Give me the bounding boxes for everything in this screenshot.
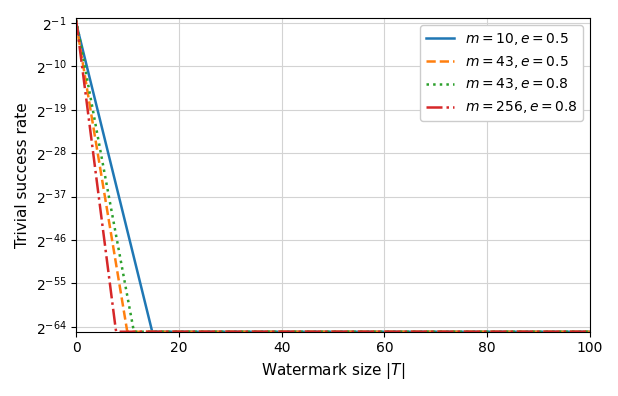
$m = 43, e = 0.5$ xyxy=(483,329,490,334)
Y-axis label: Trivial success rate: Trivial success rate xyxy=(15,102,30,248)
Line: $m = 256, e = 0.8$: $m = 256, e = 0.8$ xyxy=(76,20,590,332)
$m = 10, e = 0.5$ xyxy=(148,329,156,334)
$m = 256, e = 0.8$ xyxy=(299,329,307,334)
$m = 43, e = 0.5$ xyxy=(473,329,481,334)
$m = 43, e = 0.8$ xyxy=(473,329,481,334)
$m = 43, e = 0.8$ xyxy=(130,329,138,334)
$m = 43, e = 0.8$ xyxy=(125,301,132,305)
Line: $m = 43, e = 0.8$: $m = 43, e = 0.8$ xyxy=(76,20,590,332)
$m = 43, e = 0.8$ xyxy=(281,329,288,334)
$m = 10, e = 0.5$ xyxy=(72,21,80,25)
Legend: $m = 10, e = 0.5$, $m = 43, e = 0.5$, $m = 43, e = 0.8$, $m = 256, e = 0.8$: $m = 10, e = 0.5$, $m = 43, e = 0.5$, $m… xyxy=(420,25,583,121)
$m = 43, e = 0.8$ xyxy=(426,329,433,334)
$m = 43, e = 0.8$ xyxy=(72,17,80,22)
$m = 10, e = 0.5$ xyxy=(281,329,288,334)
$m = 256, e = 0.8$ xyxy=(586,329,593,334)
$m = 10, e = 0.5$ xyxy=(426,329,433,334)
$m = 256, e = 0.8$ xyxy=(112,329,120,334)
$m = 43, e = 0.5$ xyxy=(72,21,80,25)
$m = 43, e = 0.5$ xyxy=(586,329,593,334)
$m = 43, e = 0.5$ xyxy=(124,329,131,334)
$m = 256, e = 0.8$ xyxy=(483,329,490,334)
$m = 43, e = 0.5$ xyxy=(426,329,433,334)
$m = 10, e = 0.5$ xyxy=(586,329,593,334)
$m = 43, e = 0.8$ xyxy=(483,329,490,334)
$m = 256, e = 0.8$ xyxy=(72,17,80,22)
$m = 256, e = 0.8$ xyxy=(125,329,133,334)
$m = 43, e = 0.8$ xyxy=(299,329,307,334)
$m = 43, e = 0.5$ xyxy=(299,329,307,334)
$m = 10, e = 0.5$ xyxy=(483,329,490,334)
X-axis label: Watermark size $|T|$: Watermark size $|T|$ xyxy=(261,361,405,381)
$m = 43, e = 0.5$ xyxy=(281,329,288,334)
$m = 10, e = 0.5$ xyxy=(473,329,481,334)
$m = 10, e = 0.5$ xyxy=(299,329,307,334)
$m = 256, e = 0.8$ xyxy=(426,329,433,334)
$m = 256, e = 0.8$ xyxy=(281,329,288,334)
Line: $m = 10, e = 0.5$: $m = 10, e = 0.5$ xyxy=(76,23,590,332)
$m = 43, e = 0.5$ xyxy=(125,329,133,334)
$m = 10, e = 0.5$ xyxy=(125,234,132,238)
$m = 256, e = 0.8$ xyxy=(473,329,481,334)
$m = 43, e = 0.8$ xyxy=(586,329,593,334)
Line: $m = 43, e = 0.5$: $m = 43, e = 0.5$ xyxy=(76,23,590,332)
